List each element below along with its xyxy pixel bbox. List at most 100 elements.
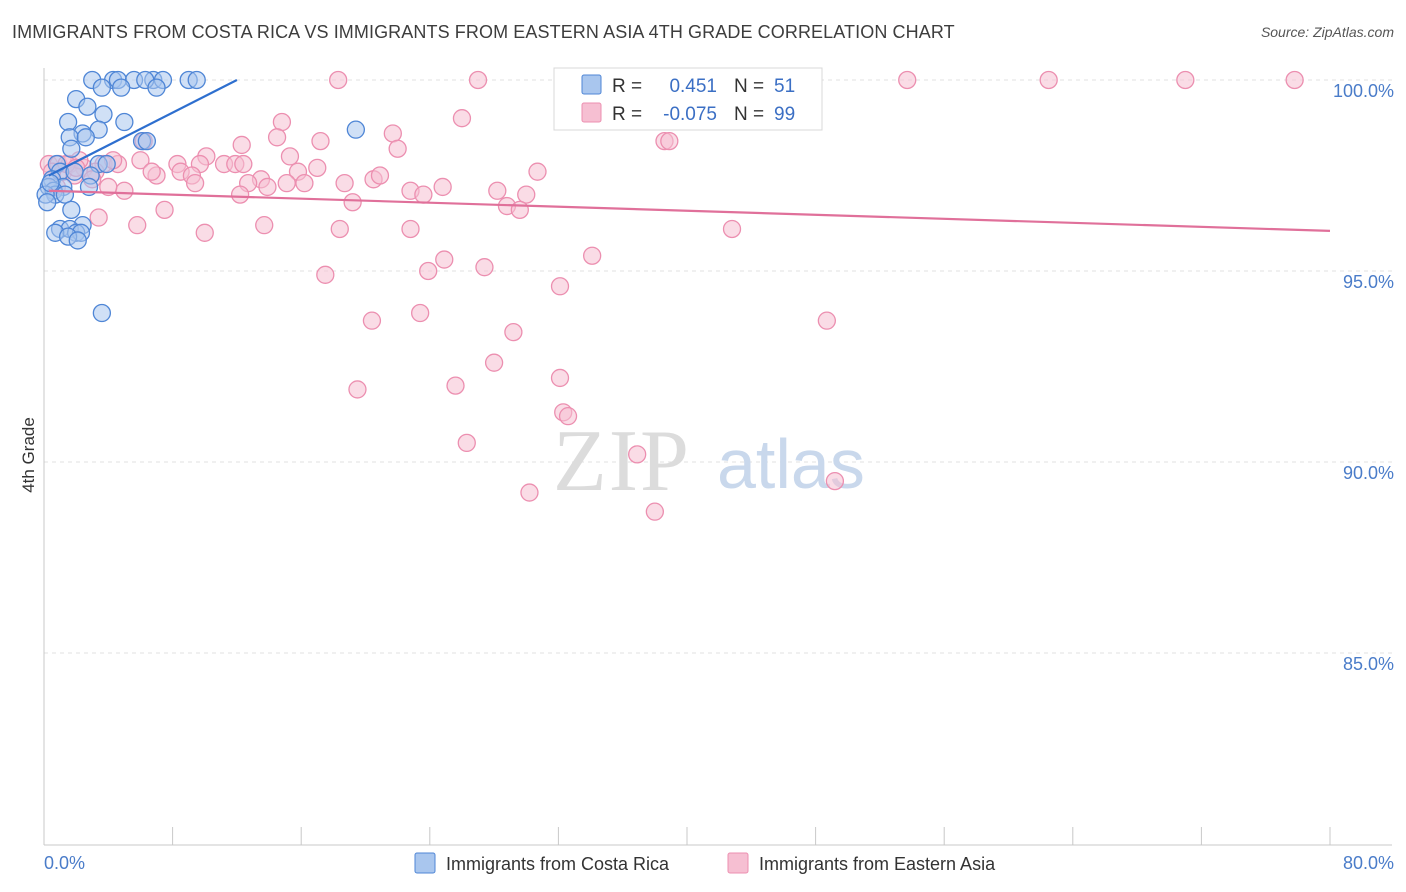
eastern-asia-point-75 [475,258,494,277]
eastern-asia-point-89 [628,445,647,464]
costa-rica-point-24 [62,139,81,158]
costa-rica-point-27 [97,154,116,174]
eastern-asia-point-1 [468,70,488,90]
legend-swatch-eastern-asia [727,852,749,874]
stats-box: R = 0.451 N = 51 R = -0.075 N = 99 [553,67,823,131]
costa-rica-points [36,70,366,323]
eastern-asia-point-56 [510,200,529,220]
eastern-asia-point-77 [550,277,570,296]
eastern-asia-point-68 [308,158,327,178]
y-tick-label-1: 90.0% [1343,463,1394,483]
costa-rica-point-10 [92,78,112,97]
y-axis-label: 4th Grade [19,417,38,493]
eastern-asia-point-80 [817,311,837,330]
eastern-asia-point-43 [433,177,452,197]
gridlines [44,79,1392,654]
eastern-asia-point-31 [234,154,253,174]
eastern-asia-point-72 [583,246,602,265]
costa-rica-point-14 [94,105,113,124]
eastern-asia-point-45 [517,185,536,204]
eastern-asia-point-26 [131,151,150,170]
x-tick-label-max: 80.0% [1343,853,1394,873]
stats-r-value-2: -0.075 [663,104,717,125]
watermark-atlas: atlas [717,425,865,503]
legend-swatch-costa-rica [414,852,436,874]
legend-label-eastern-asia: Immigrants from Eastern Asia [759,854,996,874]
eastern-asia-point-93 [660,131,679,151]
eastern-asia-point-83 [550,368,570,388]
y-tick-label-2: 95.0% [1343,272,1394,292]
eastern-asia-point-39 [295,173,314,193]
eastern-asia-point-0 [329,70,348,90]
costa-rica-point-17 [115,112,134,132]
y-tick-label-0: 85.0% [1343,654,1394,674]
eastern-asia-point-58 [89,208,108,227]
eastern-asia-point-5 [898,70,917,90]
eastern-asia-point-12 [383,124,402,143]
eastern-asia-point-54 [343,193,362,212]
watermark-zip: ZIP [553,413,691,510]
costa-rica-point-47 [68,231,87,250]
eastern-asia-point-91 [520,483,539,502]
costa-rica-point-18 [58,112,78,132]
eastern-asia-point-92 [645,502,664,521]
eastern-asia-point-52 [115,181,134,200]
stats-swatch-blue [581,74,602,95]
costa-rica-point-36 [55,185,75,204]
source-credit: Source: ZipAtlas.com [1260,24,1394,40]
costa-rica-trend-line [48,79,238,177]
stats-n-value-1: 51 [774,76,795,97]
eastern-asia-point-8 [1285,70,1304,90]
eastern-asia-point-6 [1039,70,1058,90]
eastern-asia-point-69 [142,162,161,181]
stats-r-label-2: R = [612,104,642,125]
watermark: ZIP atlas [553,413,865,510]
costa-rica-point-11 [112,78,131,97]
eastern-asia-point-81 [504,322,523,342]
eastern-asia-point-15 [232,135,251,155]
costa-rica-point-20 [76,128,95,147]
eastern-asia-point-79 [362,311,382,330]
y-tick-labels: 85.0% 90.0% 95.0% 100.0% [1333,81,1394,674]
eastern-asia-point-13 [267,128,287,147]
stats-swatch-pink [581,102,602,123]
eastern-asia-point-84 [348,380,367,399]
eastern-asia-point-10 [272,112,292,132]
eastern-asia-point-7 [1176,70,1195,90]
eastern-asia-point-44 [488,181,507,200]
eastern-asia-point-50 [258,177,277,197]
costa-rica-point-8 [187,70,206,90]
stats-n-label-2: N = [734,104,764,125]
stats-n-label-1: N = [734,76,764,97]
y-tick-label-3: 100.0% [1333,81,1394,101]
legend: Immigrants from Costa Rica Immigrants fr… [414,852,996,874]
eastern-asia-point-76 [316,265,335,284]
eastern-asia-point-64 [722,219,742,239]
eastern-asia-point-70 [277,173,296,193]
costa-rica-point-38 [38,193,57,212]
eastern-asia-trend-line [48,189,1331,232]
eastern-asia-point-74 [419,261,438,281]
eastern-asia-point-53 [230,185,250,204]
legend-label-costa-rica: Immigrants from Costa Rica [446,854,670,874]
eastern-asia-point-63 [195,223,214,242]
trend-lines [48,79,1331,232]
costa-rica-point-49 [41,173,60,193]
eastern-asia-point-61 [330,219,349,239]
eastern-asia-point-90 [825,471,845,491]
chart-title: IMMIGRANTS FROM COSTA RICA VS IMMIGRANTS… [12,22,955,42]
eastern-asia-point-88 [457,433,476,453]
costa-rica-point-39 [62,200,81,220]
costa-rica-point-48 [92,303,112,323]
eastern-asia-point-42 [370,166,390,185]
stats-n-value-2: 99 [774,104,795,125]
eastern-asia-point-71 [99,177,118,197]
eastern-asia-point-19 [280,147,300,166]
eastern-asia-point-62 [401,219,420,239]
eastern-asia-point-57 [155,200,174,220]
eastern-asia-point-87 [558,407,578,426]
stats-r-value-1: 0.451 [669,76,717,97]
eastern-asia-point-9 [452,109,472,128]
eastern-asia-point-78 [411,303,430,323]
